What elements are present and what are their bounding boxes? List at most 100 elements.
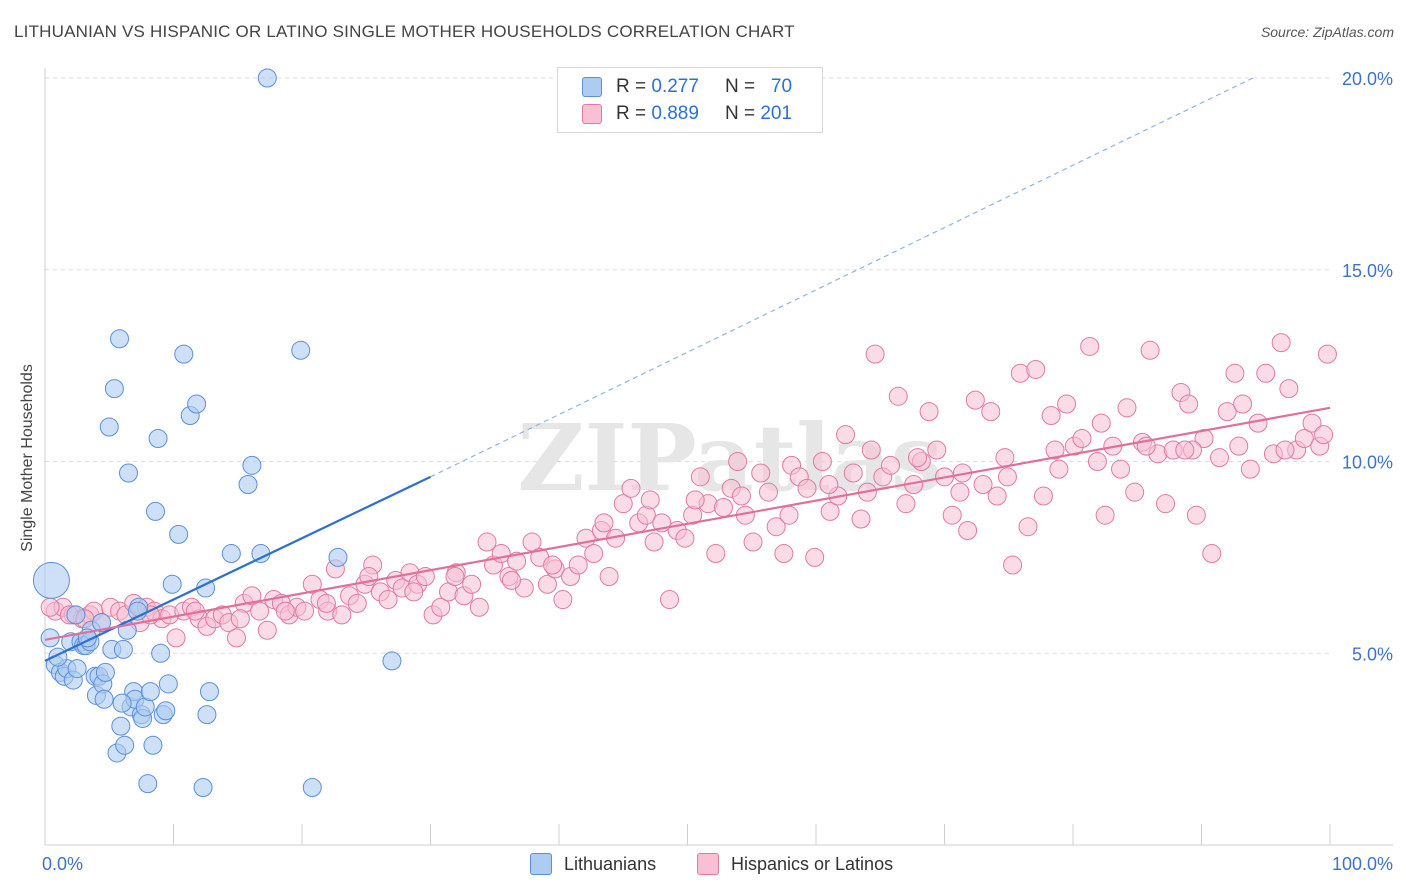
lithuanians-point xyxy=(156,701,176,721)
x-tick-label: 0.0% xyxy=(42,854,83,874)
legend-n-value: 201 xyxy=(760,103,793,124)
hispanics-point xyxy=(594,513,614,533)
bottom-legend-hispanics: Hispanics or Latinos xyxy=(697,852,893,876)
hispanics-point xyxy=(997,467,1017,487)
hispanics-point xyxy=(766,517,786,537)
legend-r-label: R = xyxy=(616,103,647,124)
lithuanians-point xyxy=(99,417,119,437)
lithuanians-point xyxy=(112,693,132,713)
hispanics-point xyxy=(1095,505,1115,525)
legend-row-hispanics: R = 0.889 N = 201 xyxy=(582,102,792,126)
hispanics-point xyxy=(1140,340,1160,360)
hispanics-point xyxy=(1317,344,1337,364)
hispanics-point xyxy=(758,482,778,502)
hispanics-point xyxy=(621,478,641,498)
hispanics-point xyxy=(640,490,660,510)
hispanics-point xyxy=(861,440,881,460)
hispanics-point xyxy=(230,609,250,629)
lithuanians-point xyxy=(174,344,194,364)
lithuanians-point xyxy=(382,651,402,671)
bottom-legend-swatch-pink xyxy=(697,853,719,875)
hispanics-point xyxy=(537,574,557,594)
lithuanians-point xyxy=(257,68,277,88)
lithuanians-point xyxy=(197,705,217,725)
hispanics-point xyxy=(1233,394,1253,414)
hispanics-point xyxy=(1225,363,1245,383)
hispanics-point xyxy=(851,509,871,529)
lithuanians-point xyxy=(119,463,139,483)
hispanics-point xyxy=(1302,413,1322,433)
hispanics-point xyxy=(843,463,863,483)
hispanics-point xyxy=(543,555,563,575)
bottom-legend-label: Hispanics or Latinos xyxy=(731,853,894,874)
y-tick-label: 15.0% xyxy=(1342,261,1393,281)
legend-swatch-blue xyxy=(582,77,602,97)
lithuanians-point xyxy=(94,689,114,709)
series-lithuanians-points xyxy=(32,68,402,797)
hispanics-point xyxy=(881,455,901,475)
lithuanians-point xyxy=(95,662,115,682)
hispanics-point xyxy=(1080,336,1100,356)
legend-r-value: 0.889 xyxy=(651,103,699,124)
hispanics-point xyxy=(469,597,489,617)
hispanics-point xyxy=(462,574,482,594)
hispanics-point xyxy=(378,590,398,610)
hispanics-point xyxy=(507,551,527,571)
hispanics-point xyxy=(690,467,710,487)
axes xyxy=(44,68,1393,846)
hispanics-trend-line xyxy=(44,406,1331,641)
legend-row-lithuanians: R = 0.277 N = 70 xyxy=(582,75,792,99)
lithuanians-point xyxy=(242,455,262,475)
hispanics-point xyxy=(1018,517,1038,537)
hispanics-point xyxy=(812,452,832,471)
hispanics-point xyxy=(896,494,916,514)
legend-n-label: N = xyxy=(724,103,756,124)
x-tick-labels: 0.0% 100.0% xyxy=(42,854,1393,874)
hispanics-point xyxy=(685,490,705,510)
legend-r-value: 0.277 xyxy=(651,76,699,97)
hispanics-point xyxy=(1117,398,1137,418)
hispanics-point xyxy=(613,494,633,514)
lithuanians-point xyxy=(238,475,258,495)
hispanics-point xyxy=(965,390,985,410)
hispanics-point xyxy=(751,463,771,483)
hispanics-point xyxy=(981,402,1001,422)
hispanics-point xyxy=(1275,440,1295,460)
hispanics-point xyxy=(332,605,352,625)
hispanics-point xyxy=(404,582,424,602)
hispanics-point xyxy=(836,425,856,445)
hispanics-point xyxy=(1202,544,1222,564)
lithuanians-point xyxy=(187,394,207,414)
hispanics-point xyxy=(166,628,186,648)
hispanics-point xyxy=(728,452,748,471)
hispanics-point xyxy=(347,593,367,613)
hispanics-point xyxy=(226,628,246,648)
lithuanians-point xyxy=(92,613,112,633)
hispanics-point xyxy=(1072,428,1092,448)
hispanics-point xyxy=(1125,482,1145,502)
y-tick-labels: 5.0% 10.0% 15.0% 20.0% xyxy=(1342,69,1393,664)
bottom-legend-lithuanians: Lithuanians xyxy=(530,852,656,876)
hispanics-point xyxy=(731,486,751,506)
hispanics-point xyxy=(431,597,451,617)
hispanics-point xyxy=(1175,440,1195,460)
hispanics-point xyxy=(1240,459,1260,479)
lithuanians-point xyxy=(146,501,166,521)
hispanics-point xyxy=(1091,413,1111,433)
hispanics-point xyxy=(584,544,604,564)
hispanics-point xyxy=(942,505,962,525)
lithuanians-point xyxy=(110,329,130,349)
hispanics-point xyxy=(1156,494,1176,514)
lithuanians-point xyxy=(302,777,322,797)
hispanics-point xyxy=(1217,402,1237,422)
lithuanians-point xyxy=(104,379,124,399)
hispanics-point xyxy=(865,344,885,364)
trend-lines xyxy=(44,77,1331,662)
y-tick-label: 20.0% xyxy=(1342,69,1393,89)
lithuanians-point xyxy=(111,716,131,736)
x-tick-label: 100.0% xyxy=(1332,854,1393,874)
hispanics-point xyxy=(553,590,573,610)
hispanics-point xyxy=(995,448,1015,468)
hispanics-point xyxy=(445,567,465,587)
y-axis-title: Single Mother Households xyxy=(19,364,36,552)
